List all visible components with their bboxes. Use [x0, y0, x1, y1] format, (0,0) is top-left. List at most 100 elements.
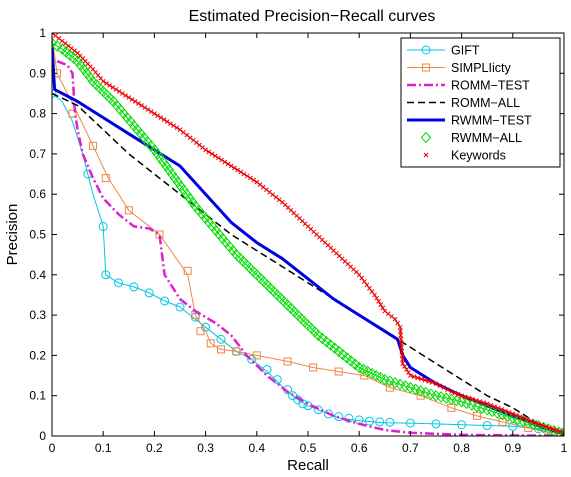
legend-box [400, 37, 561, 168]
data-point-keywords [100, 79, 106, 84]
data-point-gift [405, 418, 415, 428]
data-point-gift [101, 270, 111, 280]
data-point-keywords [400, 361, 406, 366]
x-tick-label: 0 [49, 441, 56, 455]
data-point-simpliicty [498, 417, 507, 426]
data-point-keywords [241, 171, 247, 177]
data-point-keywords [484, 401, 490, 407]
data-point-keywords [104, 81, 109, 86]
data-point-keywords [554, 427, 560, 433]
data-point-rwmm-all [158, 156, 169, 168]
data-point-simpliicty [68, 109, 77, 118]
data-point-keywords [532, 420, 538, 425]
y-tick-label: 0.3 [29, 308, 46, 322]
y-tick-label: 0.4 [29, 268, 46, 282]
data-point-keywords [361, 279, 367, 284]
y-axis-title: Precision [4, 204, 21, 266]
legend-marker-gift [421, 45, 431, 55]
data-point-keywords [378, 302, 384, 307]
data-point-rwmm-all [329, 342, 340, 354]
data-point-rwmm-all [337, 348, 348, 361]
data-point-simpliicty [183, 266, 192, 275]
data-point-simpliicty [309, 363, 318, 372]
data-point-rwmm-all [325, 339, 336, 351]
data-point-keywords [550, 426, 556, 432]
data-point-keywords [53, 33, 58, 39]
data-point-rwmm-all [160, 160, 172, 172]
data-point-keywords [248, 175, 253, 181]
data-point-keywords [152, 111, 157, 116]
data-point-rwmm-all [349, 358, 361, 371]
data-point-keywords [433, 381, 439, 386]
y-tick-label: 0.9 [29, 66, 46, 80]
data-point-keywords [422, 377, 428, 383]
data-point-keywords [110, 85, 116, 90]
data-point-keywords [397, 324, 403, 330]
x-tick-label: 0.5 [300, 441, 317, 455]
data-point-gift [144, 288, 154, 298]
data-point-simpliicty [283, 357, 292, 366]
data-point-rwmm-all [333, 345, 344, 358]
data-point-keywords [139, 103, 144, 108]
data-point-keywords [481, 400, 486, 405]
data-point-keywords [372, 292, 377, 298]
data-point-keywords [521, 415, 527, 421]
data-point-rwmm-all [175, 180, 186, 192]
data-point-rwmm-all [345, 355, 357, 367]
y-tick-label: 0.7 [29, 147, 46, 161]
data-point-simpliicty [232, 347, 241, 356]
x-tick-label: 0.2 [146, 441, 163, 455]
data-point-keywords [184, 132, 190, 138]
data-point-keywords [216, 155, 221, 161]
y-tick-label: 1 [39, 26, 46, 40]
data-point-keywords [364, 282, 370, 288]
data-point-keywords [517, 414, 523, 420]
data-point-simpliicty [385, 383, 394, 392]
data-point-rwmm-all [341, 352, 353, 364]
legend-marker-keywords [423, 152, 429, 158]
data-point-gift [375, 417, 385, 427]
data-point-keywords [369, 289, 375, 294]
x-tick-label: 0.3 [197, 441, 214, 455]
data-point-keywords [495, 405, 501, 411]
data-point-rwmm-all [181, 188, 192, 200]
data-point-keywords [209, 151, 215, 157]
data-point-keywords [206, 149, 212, 155]
legend-entry-rwmm-test: RWMM−TEST [407, 114, 532, 128]
axes-ticks: 0 0.1 0.2 0.3 0.4 0.5 0.6 0.7 0.8 0.9 1 0 0.1 0.2 0.3 0… [29, 26, 567, 455]
data-point-keywords [399, 349, 405, 354]
data-point-gift [457, 420, 467, 430]
data-point-gift [129, 282, 139, 292]
data-point-simpliicty [88, 141, 97, 150]
data-point-keywords [492, 404, 497, 409]
series-line-romm-test [56, 60, 564, 436]
data-point-keywords [459, 393, 464, 399]
data-point-keywords [392, 316, 398, 322]
data-point-rwmm-all [187, 196, 198, 209]
data-point-keywords [455, 392, 461, 397]
data-point-gift [114, 278, 124, 288]
data-point-gift [98, 221, 108, 231]
data-point-keywords [398, 328, 403, 334]
data-point-rwmm-all [321, 335, 332, 348]
data-point-simpliicty [101, 174, 110, 183]
data-point-keywords [539, 422, 545, 428]
data-point-keywords [499, 407, 505, 412]
data-point-keywords [219, 157, 224, 163]
data-point-keywords [389, 314, 394, 319]
data-point-keywords [222, 159, 228, 165]
x-tick-label: 1 [561, 441, 568, 455]
data-point-keywords [374, 295, 379, 301]
y-tick-label: 0.1 [29, 389, 46, 403]
data-point-keywords [126, 95, 132, 100]
legend: GIFT SIMPLIicty ROMM−TEST ROMM−ALL RWMM−TEST… [400, 37, 561, 168]
data-point-keywords [385, 311, 391, 317]
data-point-keywords [503, 408, 508, 414]
data-point-keywords [525, 417, 530, 422]
data-point-gift [52, 88, 57, 98]
legend-entry-rwmm-all: RWMM−ALL [420, 131, 522, 145]
data-point-keywords [452, 390, 458, 396]
y-tick-label: 0.2 [29, 348, 46, 362]
data-point-keywords [203, 147, 208, 153]
data-point-gift [323, 409, 333, 419]
